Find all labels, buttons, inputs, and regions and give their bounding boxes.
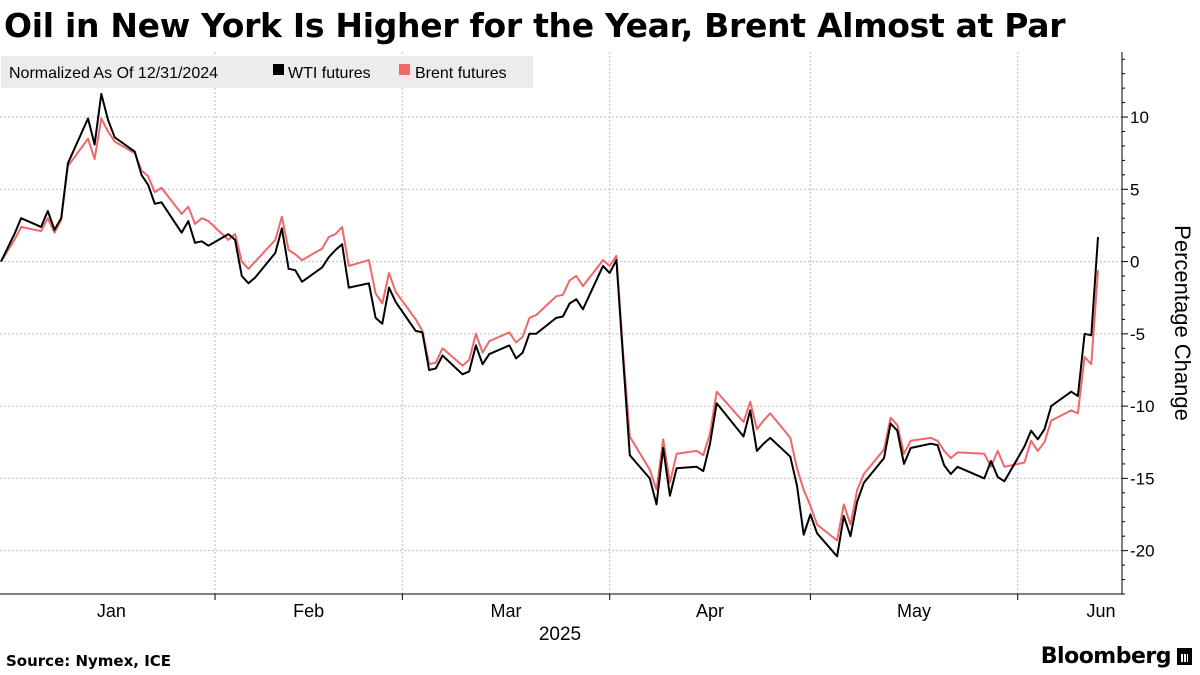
brand-name: Bloomberg — [1040, 644, 1172, 669]
legend-label-brent: Brent futures — [415, 65, 507, 82]
legend-label-wti: WTI futures — [288, 65, 371, 82]
series-line-brent — [0, 117, 1099, 542]
series-line-wti — [0, 92, 1099, 558]
legend-swatch-wti — [273, 64, 284, 75]
x-tick-label: Apr — [696, 601, 724, 621]
brand-logo: Bloomberg — [1041, 644, 1192, 669]
legend: Normalized As Of 12/31/2024 WTI futures … — [1, 56, 533, 88]
x-tick-label: May — [897, 601, 931, 621]
y-tick-label: 5 — [1130, 180, 1139, 199]
y-tick-label: -10 — [1130, 397, 1155, 416]
x-tick-label: Mar — [491, 601, 522, 621]
legend-note: Normalized As Of 12/31/2024 — [9, 65, 218, 82]
legend-swatch-brent — [399, 64, 410, 75]
axes: 10 5 0 -5 -10 -15 -20 Jan Feb Mar Apr May Jun — [0, 52, 1155, 621]
y-tick-label: 0 — [1130, 253, 1139, 272]
grid — [0, 52, 1122, 594]
legend-background — [1, 56, 533, 88]
x-tick-label: Jan — [97, 601, 126, 621]
y-axis-label: Percentage Change — [1170, 225, 1195, 421]
source-note: Source: Nymex, ICE — [6, 652, 172, 670]
plot-lines — [0, 92, 1099, 558]
x-tick-label: Feb — [293, 601, 324, 621]
chart-title: Oil in New York Is Higher for the Year, … — [4, 6, 1066, 45]
y-tick-label: -15 — [1130, 469, 1155, 488]
y-tick-label: 10 — [1130, 108, 1149, 127]
bloomberg-terminal-icon — [1177, 648, 1192, 665]
x-axis-label: 2025 — [539, 624, 581, 645]
y-tick-label: -5 — [1130, 325, 1145, 344]
x-tick-label: Jun — [1086, 601, 1115, 621]
y-tick-label: -20 — [1130, 542, 1155, 561]
